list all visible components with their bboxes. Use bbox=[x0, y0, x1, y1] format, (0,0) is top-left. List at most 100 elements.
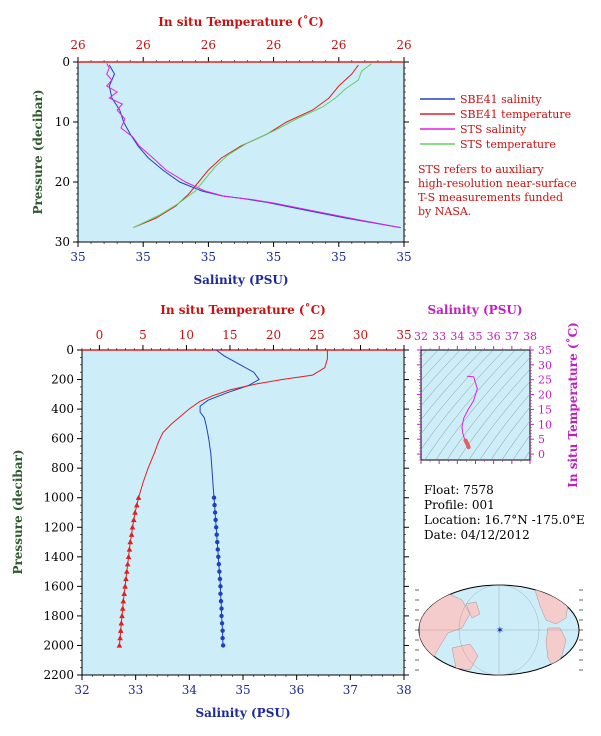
main-series-sbe41-temperature bbox=[138, 350, 328, 498]
ts-isopycnals bbox=[421, 350, 530, 460]
top-pressure-tick-label: 20 bbox=[55, 175, 70, 189]
temperature-sample-point bbox=[132, 509, 138, 515]
main-temp-tick-label: 0 bbox=[96, 328, 104, 342]
top-temp-tick-label: 26 bbox=[396, 38, 411, 52]
legend-label: STS salinity bbox=[460, 123, 527, 136]
top-pressure-tick-label: 30 bbox=[55, 235, 70, 249]
ts-series bbox=[461, 375, 478, 450]
ts-sal-tick-label: 35 bbox=[469, 330, 483, 343]
salinity-sample-point bbox=[212, 510, 218, 515]
top-temp-tick-label: 26 bbox=[136, 38, 151, 52]
ts-temp-tick-label: 5 bbox=[538, 433, 545, 446]
main-sal-tick-label: 36 bbox=[289, 683, 304, 697]
ts-isopycnal-line bbox=[490, 406, 530, 460]
ts-temp-tick-label: 15 bbox=[538, 403, 552, 416]
ts-temp-tick-label: 25 bbox=[538, 374, 552, 387]
temperature-sample-point bbox=[128, 531, 135, 537]
main-ylabel: Pressure (decibar) bbox=[11, 449, 25, 574]
main-sal-tick-label: 35 bbox=[235, 683, 250, 697]
main-sal-tick-label: 33 bbox=[128, 683, 143, 697]
main-temp-tick-label: 15 bbox=[222, 328, 237, 342]
ts-xlabel: Salinity (PSU) bbox=[427, 303, 522, 317]
date: Date: 04/12/2012 bbox=[424, 528, 530, 542]
salinity-sample-point bbox=[212, 502, 217, 508]
ts-isopycnal-line bbox=[512, 435, 530, 460]
profile-id: Profile: 001 bbox=[424, 498, 495, 512]
top-temp-tick-label: 26 bbox=[266, 38, 281, 52]
ts-sal-tick-label: 38 bbox=[523, 330, 537, 343]
temperature-sample-point bbox=[125, 553, 132, 560]
temperature-sample-point bbox=[120, 598, 127, 604]
top-sal-tick-label: 35 bbox=[136, 250, 151, 264]
map-ticks bbox=[415, 589, 583, 671]
top-sal-tick-label: 35 bbox=[201, 250, 216, 264]
top-series-sts-temperature bbox=[133, 63, 372, 229]
top-pressure-tick-label: 10 bbox=[55, 115, 70, 129]
salinity-sample-point bbox=[217, 576, 223, 582]
salinity-sample-point bbox=[214, 532, 219, 537]
top-series bbox=[105, 62, 401, 229]
salinity-sample-point bbox=[219, 606, 224, 611]
top-plot-area bbox=[77, 61, 405, 243]
top-xlabel-top: In situ Temperature (˚C) bbox=[158, 14, 324, 29]
temperature-sample-point bbox=[121, 590, 128, 596]
top-pressure-tick-label: 0 bbox=[62, 55, 70, 69]
ts-sal-tick-label: 34 bbox=[450, 330, 464, 343]
top-xlabel-bottom: Salinity (PSU) bbox=[193, 273, 288, 287]
temperature-sample-point bbox=[130, 516, 137, 523]
legend-note-line: T-S measurements funded bbox=[418, 191, 563, 204]
ts-isopycnal-line bbox=[421, 350, 505, 450]
ts-isopycnal-line bbox=[523, 450, 530, 460]
salinity-sample-point bbox=[220, 643, 226, 648]
salinity-sample-point bbox=[216, 562, 222, 567]
ts-isopycnal-line bbox=[421, 350, 439, 369]
top-temp-tick-label: 26 bbox=[201, 38, 216, 52]
temperature-sample-point bbox=[117, 627, 124, 633]
ts-curve-1 bbox=[463, 438, 471, 450]
main-sal-tick-label: 32 bbox=[74, 683, 89, 697]
ts-sal-tick-label: 33 bbox=[432, 330, 446, 343]
ts-isopycnal-line bbox=[435, 350, 527, 460]
legend-label: SBE41 salinity bbox=[460, 93, 542, 106]
legend-label: SBE41 temperature bbox=[460, 108, 571, 121]
salinity-sample-point bbox=[217, 569, 222, 574]
top-sal-tick-label: 35 bbox=[331, 250, 346, 264]
ts-isopycnal-line bbox=[446, 357, 530, 460]
temperature-sample-point bbox=[135, 494, 142, 500]
temperature-sample-point bbox=[124, 568, 130, 574]
ts-isopycnal-line bbox=[501, 420, 530, 460]
main-pressure-tick-label: 1600 bbox=[43, 579, 74, 593]
top-sal-tick-label: 35 bbox=[70, 250, 85, 264]
ts-isopycnal-line bbox=[421, 350, 461, 394]
salinity-sample-point bbox=[218, 591, 223, 596]
main-series bbox=[116, 349, 328, 648]
map-graticule bbox=[419, 584, 579, 676]
temperature-sample-point bbox=[129, 524, 136, 530]
main-pressure-tick-label: 800 bbox=[51, 461, 74, 475]
top-temp-tick-label: 26 bbox=[70, 38, 85, 52]
salinity-sample-point bbox=[219, 613, 224, 619]
ts-temp-tick-label: 20 bbox=[538, 389, 552, 402]
main-sal-tick-label: 38 bbox=[396, 683, 411, 697]
temperature-sample-point bbox=[119, 605, 126, 611]
float-info: Float: 7578 Profile: 001 Location: 16.7°… bbox=[424, 483, 585, 542]
ts-sal-tick-label: 32 bbox=[414, 330, 428, 343]
main-pressure-tick-label: 2200 bbox=[43, 668, 74, 682]
main-pressure-tick-label: 0 bbox=[66, 343, 74, 357]
ts-isopycnal-line bbox=[421, 350, 483, 420]
main-temp-tick-label: 5 bbox=[139, 328, 147, 342]
main-xlabel-top: In situ Temperature (˚C) bbox=[160, 302, 326, 317]
temperature-sample-point bbox=[124, 561, 131, 567]
ts-temp-tick-label: 30 bbox=[538, 359, 552, 372]
main-sal-tick-label: 37 bbox=[343, 683, 358, 697]
salinity-sample-point bbox=[211, 495, 217, 500]
main-pressure-tick-label: 400 bbox=[51, 402, 74, 416]
main-pressure-tick-label: 1000 bbox=[43, 491, 74, 505]
temperature-sample-point bbox=[117, 635, 123, 641]
salinity-sample-point bbox=[213, 517, 218, 523]
legend-note-line: high-resolution near-surface bbox=[418, 177, 577, 190]
temperature-sample-point bbox=[126, 546, 133, 552]
